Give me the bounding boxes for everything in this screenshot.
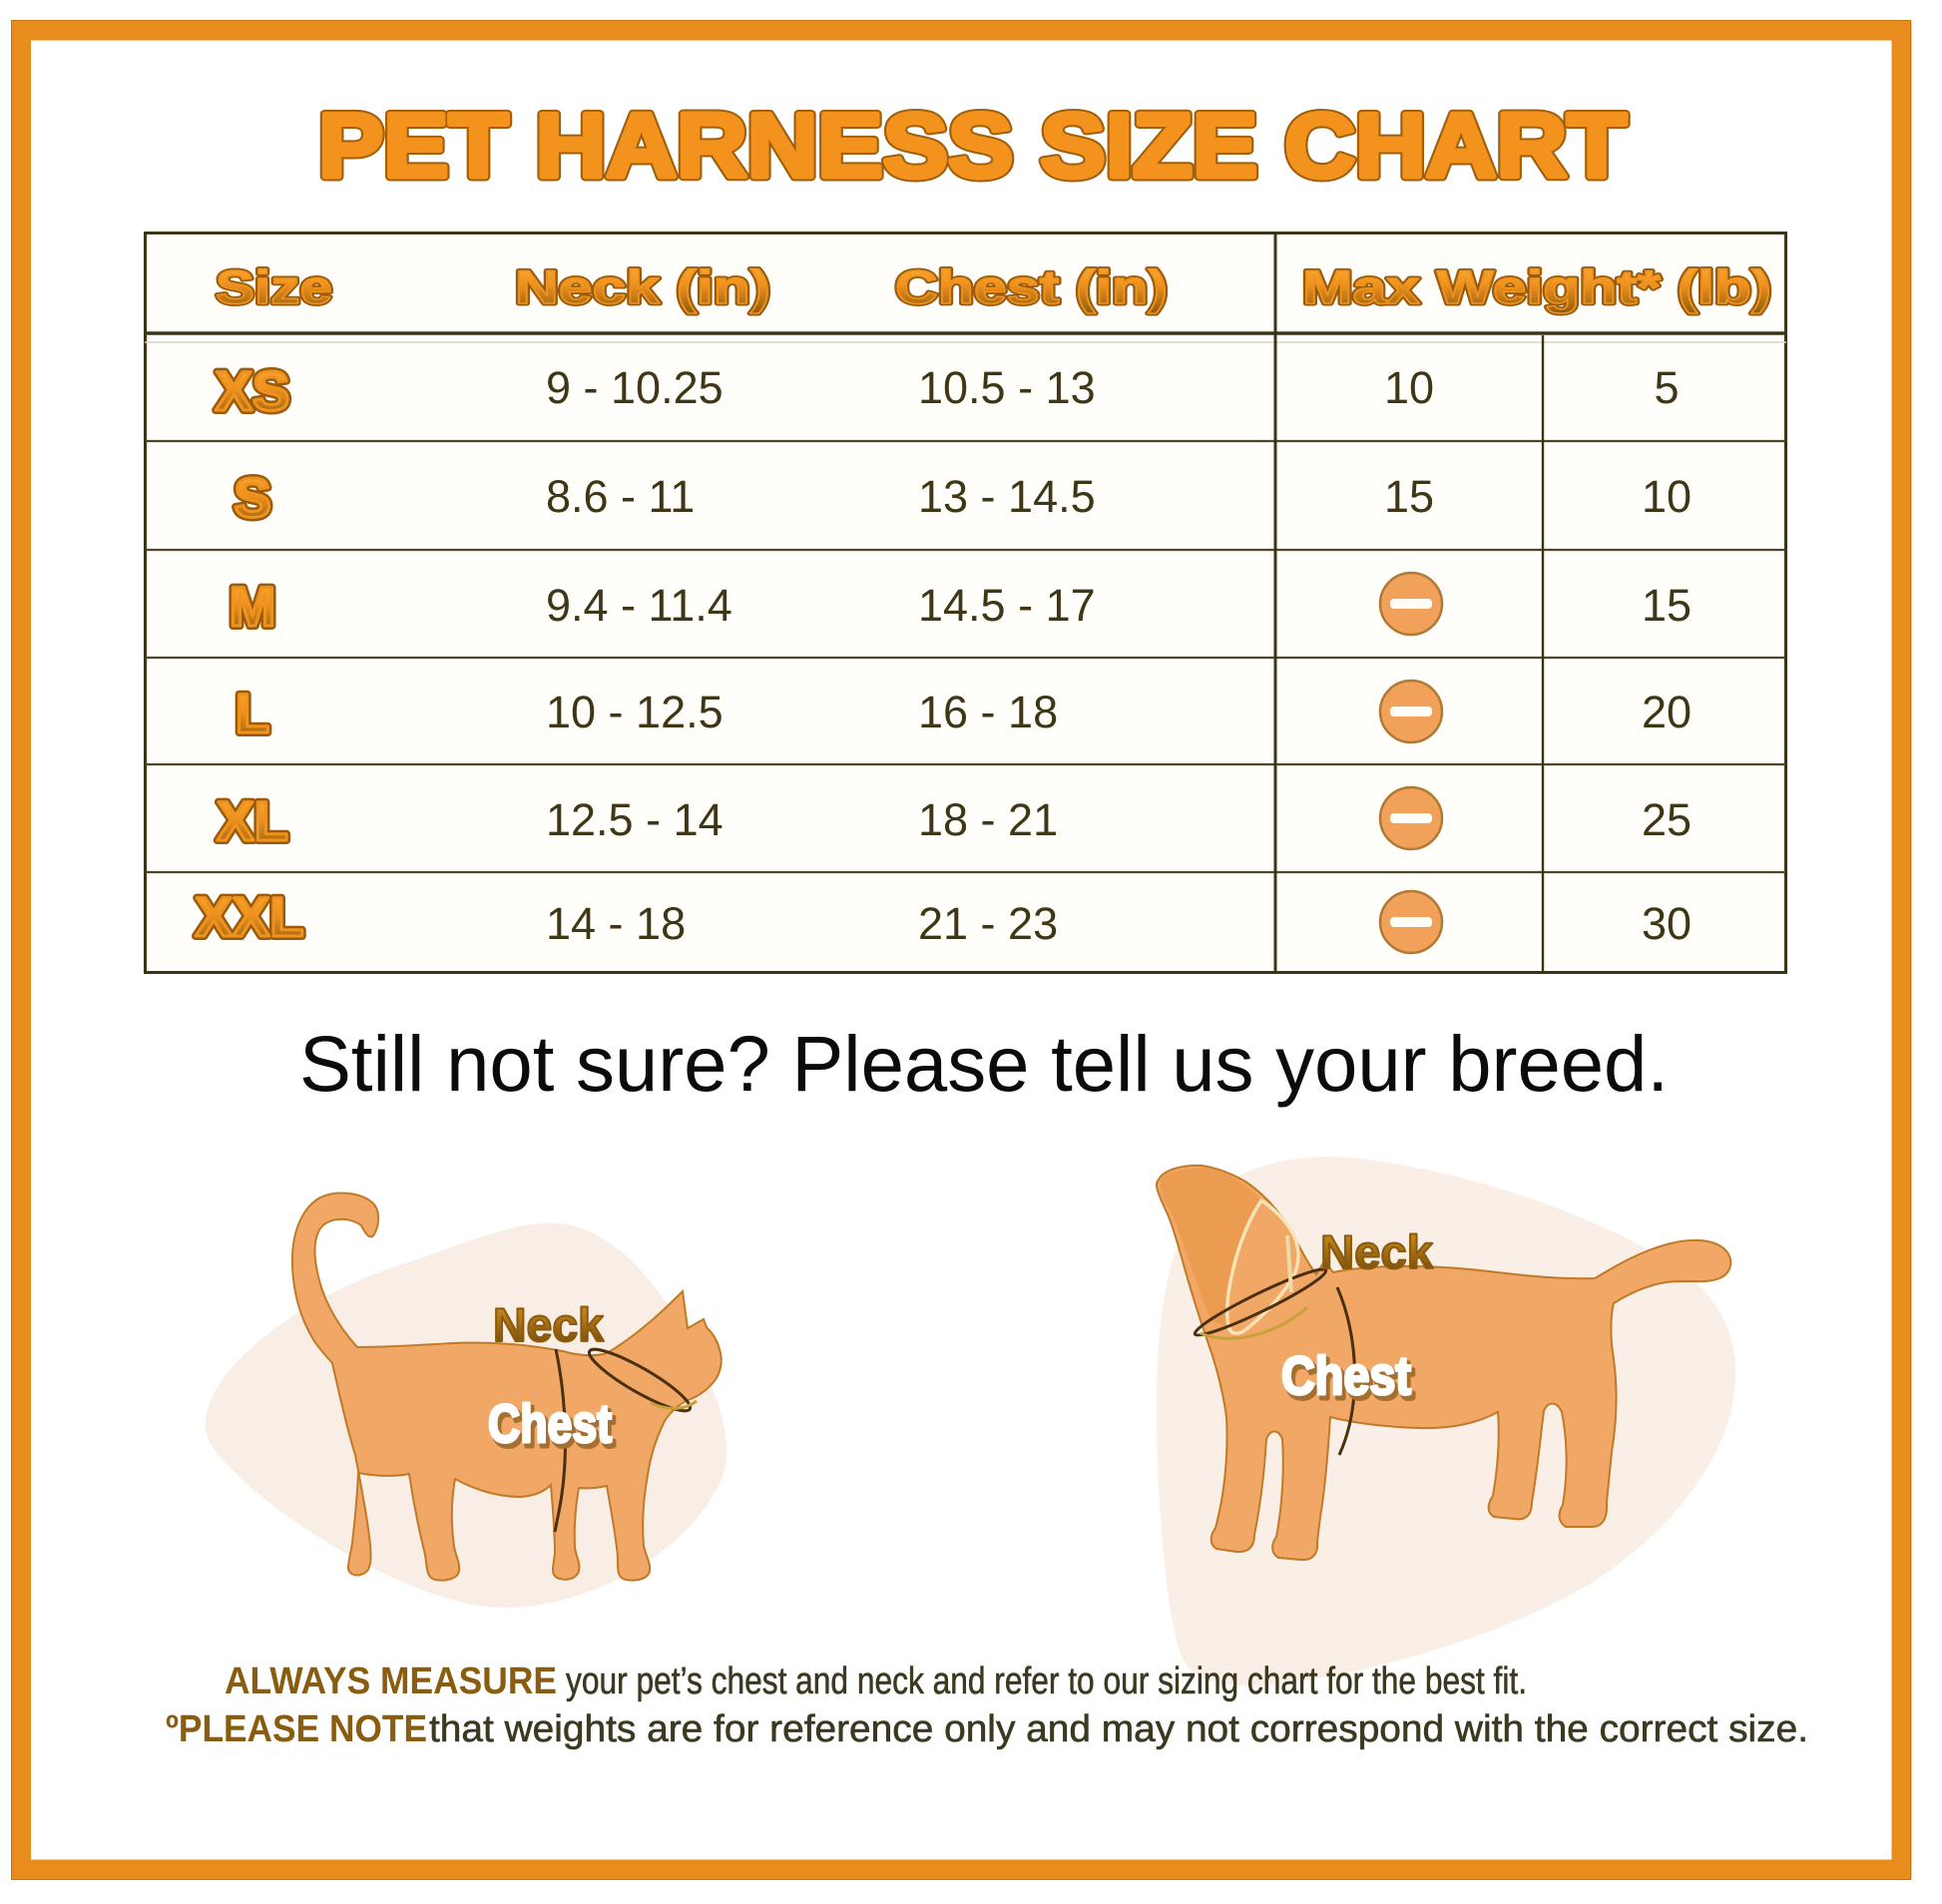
svg-text:30: 30 bbox=[1642, 898, 1692, 949]
svg-text:S: S bbox=[234, 466, 270, 529]
svg-text:5: 5 bbox=[1654, 362, 1679, 413]
svg-text:13 - 14.5: 13 - 14.5 bbox=[918, 471, 1096, 522]
svg-text:M: M bbox=[230, 575, 276, 638]
svg-text:that weights are for reference: that weights are for reference only and … bbox=[429, 1708, 1808, 1750]
svg-text:Chest (in): Chest (in) bbox=[895, 260, 1168, 313]
svg-text:16 - 18: 16 - 18 bbox=[918, 687, 1058, 737]
svg-text:Chest: Chest bbox=[488, 1394, 612, 1454]
svg-text:14.5 - 17: 14.5 - 17 bbox=[918, 580, 1096, 631]
svg-text:XL: XL bbox=[217, 789, 288, 852]
svg-text:Chest: Chest bbox=[1284, 1350, 1414, 1410]
svg-text:10: 10 bbox=[1642, 471, 1692, 522]
svg-text:M: M bbox=[230, 575, 276, 638]
svg-text:8.6 - 11: 8.6 - 11 bbox=[546, 471, 695, 522]
svg-text:12.5 - 14: 12.5 - 14 bbox=[546, 794, 724, 845]
svg-text:10 - 12.5: 10 - 12.5 bbox=[546, 687, 724, 737]
svg-text:XXL: XXL bbox=[196, 885, 304, 948]
svg-text:10: 10 bbox=[1384, 362, 1434, 413]
svg-text:9.4 - 11.4: 9.4 - 11.4 bbox=[546, 580, 732, 631]
svg-text:L: L bbox=[236, 682, 269, 744]
svg-text:XS: XS bbox=[216, 359, 290, 422]
svg-text:PET HARNESS SIZE CHART: PET HARNESS SIZE CHART bbox=[318, 96, 1627, 197]
svg-text:Neck (in): Neck (in) bbox=[515, 260, 770, 313]
svg-text:15: 15 bbox=[1384, 471, 1434, 522]
svg-text:Chest: Chest bbox=[1281, 1346, 1411, 1406]
svg-text:21 - 23: 21 - 23 bbox=[918, 898, 1058, 949]
svg-text:L: L bbox=[236, 682, 269, 744]
svg-text:Chest (in): Chest (in) bbox=[895, 260, 1168, 313]
svg-text:XXL: XXL bbox=[196, 885, 304, 948]
svg-text:Size: Size bbox=[216, 260, 332, 313]
svg-text:Max Weight* (lb): Max Weight* (lb) bbox=[1302, 260, 1771, 313]
svg-text:20: 20 bbox=[1642, 687, 1692, 737]
svg-text:Neck (in): Neck (in) bbox=[515, 260, 770, 313]
svg-text:Neck: Neck bbox=[493, 1298, 605, 1351]
svg-text:S: S bbox=[234, 466, 270, 529]
svg-text:9 - 10.25: 9 - 10.25 bbox=[546, 362, 724, 413]
svg-text:ºPLEASE NOTE: ºPLEASE NOTE bbox=[166, 1708, 427, 1750]
svg-text:your pet’s chest and neck and: your pet’s chest and neck and refer to o… bbox=[566, 1661, 1527, 1702]
svg-text:15: 15 bbox=[1642, 580, 1692, 631]
svg-text:XL: XL bbox=[217, 789, 288, 852]
svg-text:Size: Size bbox=[216, 260, 332, 313]
svg-text:ALWAYS MEASURE: ALWAYS MEASURE bbox=[225, 1661, 557, 1702]
svg-text:25: 25 bbox=[1642, 794, 1692, 845]
svg-text:Max Weight* (lb): Max Weight* (lb) bbox=[1302, 260, 1771, 313]
svg-text:XS: XS bbox=[216, 359, 290, 422]
svg-text:Neck: Neck bbox=[1320, 1225, 1434, 1278]
svg-text:18 - 21: 18 - 21 bbox=[918, 794, 1058, 845]
svg-text:14 - 18: 14 - 18 bbox=[546, 898, 686, 949]
svg-text:10.5 - 13: 10.5 - 13 bbox=[918, 362, 1096, 413]
svg-text:PET HARNESS SIZE CHART: PET HARNESS SIZE CHART bbox=[318, 96, 1627, 197]
svg-text:Chest: Chest bbox=[491, 1398, 615, 1458]
svg-text:Still not sure? Please tell us: Still not sure? Please tell us your bree… bbox=[299, 1019, 1669, 1108]
